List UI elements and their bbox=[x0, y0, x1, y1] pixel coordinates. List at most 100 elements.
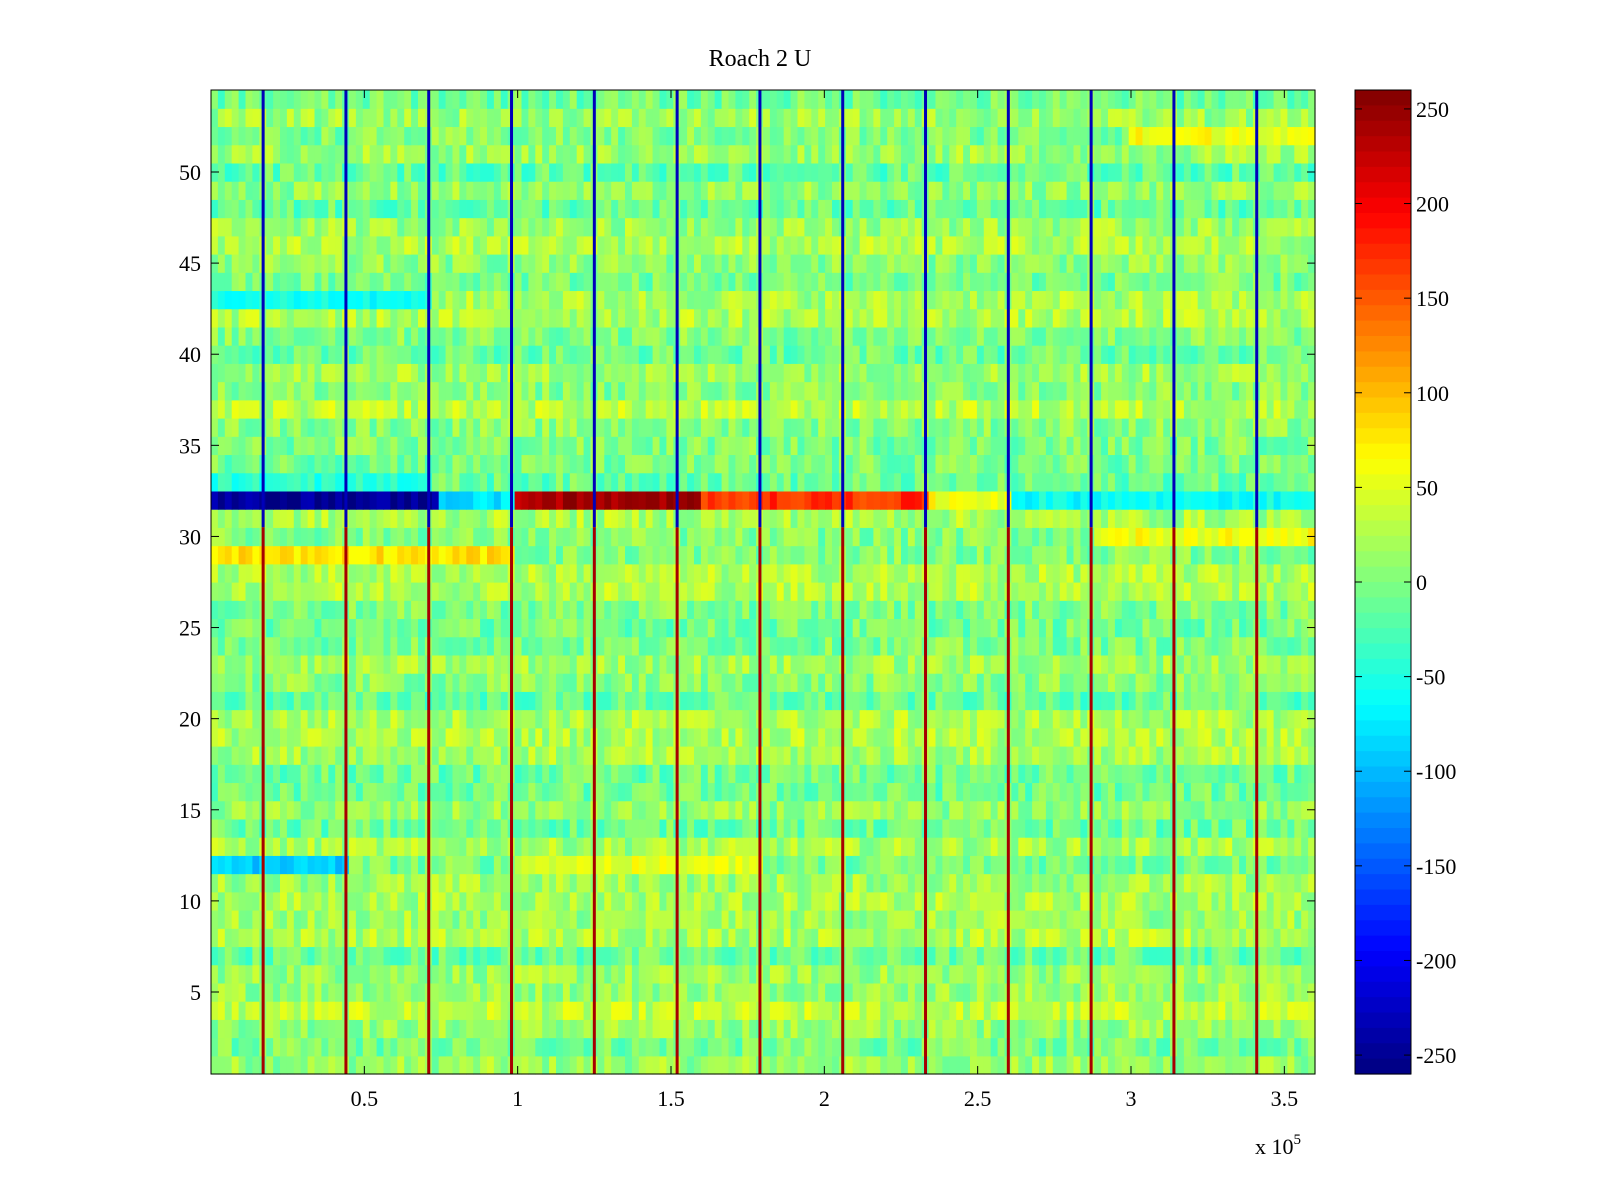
heatmap-cell bbox=[376, 910, 385, 929]
heatmap-cell bbox=[1018, 873, 1026, 893]
heatmap-cell bbox=[859, 946, 868, 966]
heatmap-cell bbox=[804, 855, 812, 875]
heatmap-cell bbox=[418, 654, 426, 674]
heatmap-cell bbox=[1280, 800, 1288, 820]
heatmap-cell bbox=[1301, 618, 1309, 638]
heatmap-cell bbox=[769, 764, 778, 784]
heatmap-cell bbox=[1190, 891, 1199, 911]
heatmap-cell bbox=[1114, 563, 1123, 583]
heatmap-cell bbox=[1073, 746, 1081, 765]
heatmap-cell bbox=[383, 673, 391, 692]
heatmap-cell bbox=[562, 691, 571, 711]
heatmap-cell bbox=[562, 1019, 571, 1039]
heatmap-cell bbox=[783, 636, 792, 656]
heatmap-cell bbox=[1259, 910, 1268, 929]
heatmap-cell bbox=[611, 582, 619, 601]
heatmap-cell bbox=[990, 891, 999, 911]
heatmap-cell bbox=[1280, 1037, 1288, 1057]
heatmap-cell bbox=[742, 764, 750, 784]
heatmap-cell bbox=[604, 1001, 612, 1020]
heatmap-cell bbox=[970, 527, 978, 547]
heatmap-cell bbox=[666, 837, 674, 856]
heatmap-cell bbox=[976, 1019, 985, 1039]
heatmap-cell bbox=[694, 582, 702, 601]
heatmap-cell bbox=[1045, 910, 1054, 929]
heatmap-cell bbox=[700, 709, 709, 729]
heatmap-cell bbox=[797, 509, 805, 528]
heatmap-cell bbox=[528, 946, 536, 966]
heatmap-cell bbox=[680, 855, 688, 875]
heatmap-cell bbox=[721, 837, 730, 856]
heatmap-cell bbox=[480, 928, 488, 948]
heatmap-cell bbox=[217, 618, 226, 638]
heatmap-cell bbox=[1142, 982, 1150, 1002]
heatmap-cell bbox=[1128, 855, 1137, 875]
heatmap-cell bbox=[314, 1055, 322, 1075]
heatmap-cell bbox=[1052, 1055, 1061, 1075]
heatmap-cell bbox=[1094, 818, 1102, 838]
heatmap-cell bbox=[1073, 618, 1081, 638]
heatmap-cell bbox=[217, 946, 226, 966]
heatmap-cell bbox=[990, 1019, 999, 1039]
heatmap-cell bbox=[1273, 1037, 1282, 1057]
heatmap-cell bbox=[535, 673, 543, 692]
heatmap-cell bbox=[983, 818, 992, 838]
heatmap-cell bbox=[293, 855, 302, 875]
heatmap-cell bbox=[528, 928, 536, 948]
heatmap-cell bbox=[300, 727, 309, 747]
heatmap-cell bbox=[873, 1019, 881, 1039]
heatmap-cell bbox=[355, 727, 364, 747]
heatmap-cell bbox=[528, 764, 536, 784]
heatmap-cell bbox=[949, 800, 957, 820]
heatmap-cell bbox=[362, 855, 371, 875]
heatmap-cell bbox=[528, 873, 536, 893]
heatmap-cell bbox=[611, 746, 619, 765]
heatmap-cell bbox=[411, 800, 419, 820]
heatmap-cell bbox=[1294, 1019, 1302, 1039]
heatmap-cell bbox=[576, 1037, 585, 1057]
heatmap-cell bbox=[845, 964, 854, 984]
heatmap-cell bbox=[314, 691, 322, 711]
heatmap-cell bbox=[714, 654, 723, 674]
heatmap-cell bbox=[804, 964, 812, 984]
heatmap-cell bbox=[652, 727, 661, 747]
heatmap-cell bbox=[1114, 1019, 1123, 1039]
heatmap-cell bbox=[749, 982, 757, 1002]
heatmap-cell bbox=[528, 855, 536, 875]
heatmap-cell bbox=[211, 764, 219, 784]
heatmap-cell bbox=[956, 764, 964, 784]
heatmap-cell bbox=[1018, 946, 1026, 966]
heatmap-cell bbox=[549, 691, 557, 711]
heatmap-cell bbox=[369, 855, 378, 875]
heatmap-cell bbox=[1197, 709, 1206, 729]
heatmap-cell bbox=[914, 800, 923, 820]
heatmap-cell bbox=[224, 782, 233, 802]
heatmap-cell bbox=[666, 964, 674, 984]
heatmap-cell bbox=[894, 928, 902, 948]
heatmap-cell bbox=[604, 527, 612, 547]
heatmap-cell bbox=[514, 910, 523, 929]
heatmap-cell bbox=[956, 873, 964, 893]
heatmap-cell bbox=[666, 1055, 674, 1075]
heatmap-cell bbox=[266, 1055, 274, 1075]
heatmap-cell bbox=[1239, 509, 1247, 528]
heatmap-cell bbox=[1259, 527, 1268, 547]
heatmap-cell bbox=[652, 982, 661, 1002]
heatmap-cell bbox=[866, 946, 874, 966]
heatmap-cell bbox=[528, 910, 536, 929]
heatmap-cell bbox=[949, 691, 957, 711]
heatmap-cell bbox=[631, 946, 640, 966]
heatmap-cell bbox=[631, 691, 640, 711]
heatmap-cell bbox=[321, 600, 329, 620]
heatmap-cell bbox=[728, 1055, 736, 1075]
heatmap-cell bbox=[1308, 1001, 1316, 1020]
heatmap-cell bbox=[397, 946, 405, 966]
heatmap-cell bbox=[556, 1001, 564, 1020]
heatmap-cell bbox=[1266, 600, 1275, 620]
heatmap-cell bbox=[300, 910, 309, 929]
heatmap-cell bbox=[638, 764, 647, 784]
heatmap-cell bbox=[735, 746, 743, 765]
heatmap-cell bbox=[487, 1037, 495, 1057]
heatmap-cell bbox=[307, 800, 316, 820]
heatmap-cell bbox=[355, 600, 364, 620]
